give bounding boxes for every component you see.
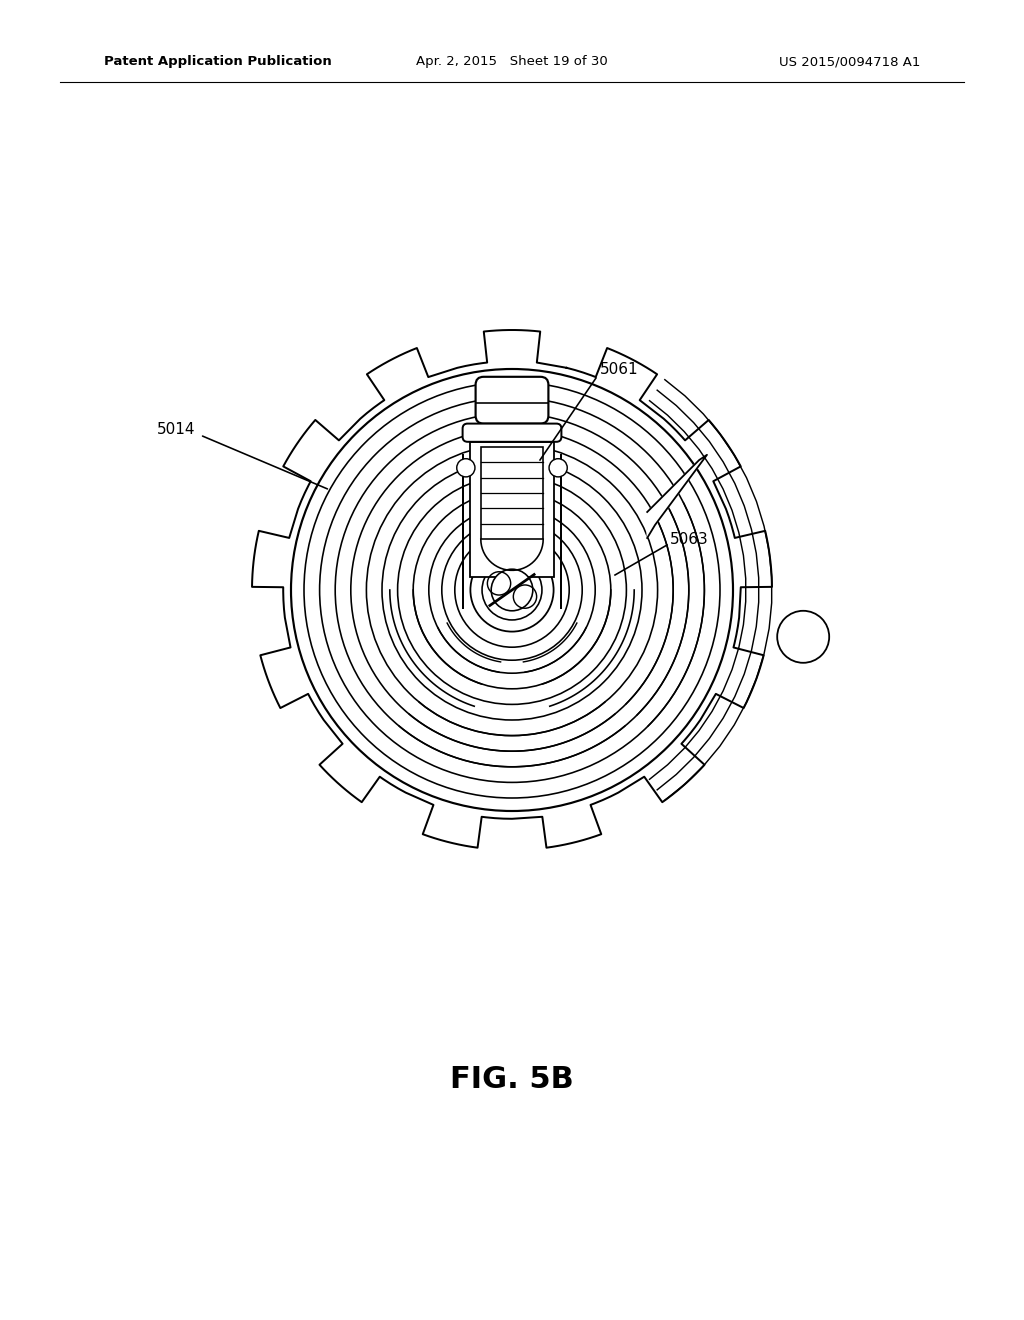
Circle shape [470, 548, 554, 631]
Text: 5063: 5063 [670, 532, 709, 548]
Polygon shape [647, 455, 707, 539]
Circle shape [549, 458, 567, 477]
Text: 5061: 5061 [600, 363, 639, 378]
FancyBboxPatch shape [475, 376, 549, 424]
Text: Apr. 2, 2015   Sheet 19 of 30: Apr. 2, 2015 Sheet 19 of 30 [416, 55, 608, 69]
Bar [470, 442, 554, 577]
Circle shape [492, 569, 532, 611]
Circle shape [457, 458, 475, 477]
Bar [481, 447, 543, 539]
Text: US 2015/0094718 A1: US 2015/0094718 A1 [778, 55, 920, 69]
Text: Patent Application Publication: Patent Application Publication [104, 55, 332, 69]
Text: FIG. 5B: FIG. 5B [451, 1065, 573, 1094]
Circle shape [777, 611, 829, 663]
Polygon shape [252, 330, 772, 847]
FancyBboxPatch shape [463, 424, 561, 442]
Text: 5014: 5014 [157, 422, 195, 437]
Circle shape [482, 560, 542, 620]
